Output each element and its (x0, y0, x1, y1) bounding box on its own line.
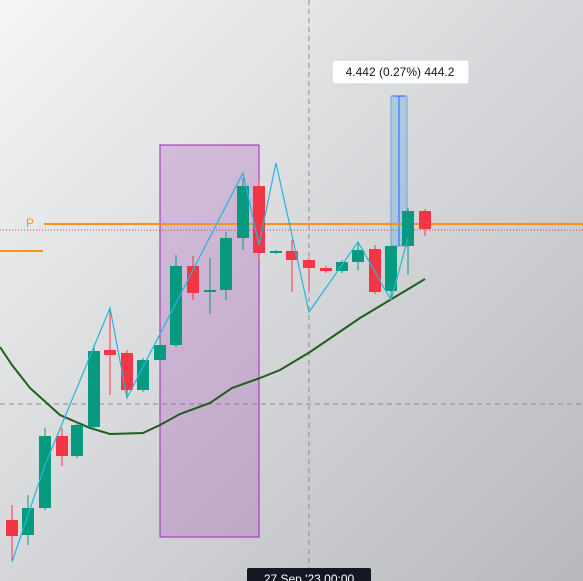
candle-body (320, 268, 332, 271)
candle-body (6, 520, 18, 536)
time-tooltip (247, 568, 371, 581)
candle-body (402, 211, 414, 246)
candle-body (22, 508, 34, 535)
candle-body (336, 262, 348, 271)
candle-body (187, 266, 199, 293)
candle-body (104, 350, 116, 355)
candle-body (270, 251, 282, 253)
candle-body (385, 246, 397, 291)
crosshair-time: 27 Sep '23 00:00 (264, 572, 355, 581)
measure-tooltip (331, 59, 470, 85)
candles (6, 178, 431, 560)
candle-body (253, 186, 265, 253)
candle-body (369, 249, 381, 292)
candle-body (352, 250, 364, 262)
candle-body (303, 260, 315, 268)
candle-body (88, 351, 100, 427)
candle-body (170, 266, 182, 345)
candle-body (137, 360, 149, 390)
candle-body (121, 353, 133, 390)
candle-body (237, 186, 249, 238)
candle-body (154, 345, 166, 360)
candle-body (39, 436, 51, 508)
candle-body (204, 290, 216, 292)
candle-body (56, 436, 68, 456)
candle-body (71, 425, 83, 456)
zigzag (11, 162, 409, 563)
moving-average (0, 278, 426, 436)
candle-body (419, 211, 431, 229)
candle-body (286, 251, 298, 260)
line-label: P (26, 216, 34, 230)
candle-body (220, 238, 232, 290)
measure-label: 4.442 (0.27%) 444.2 (346, 65, 455, 79)
